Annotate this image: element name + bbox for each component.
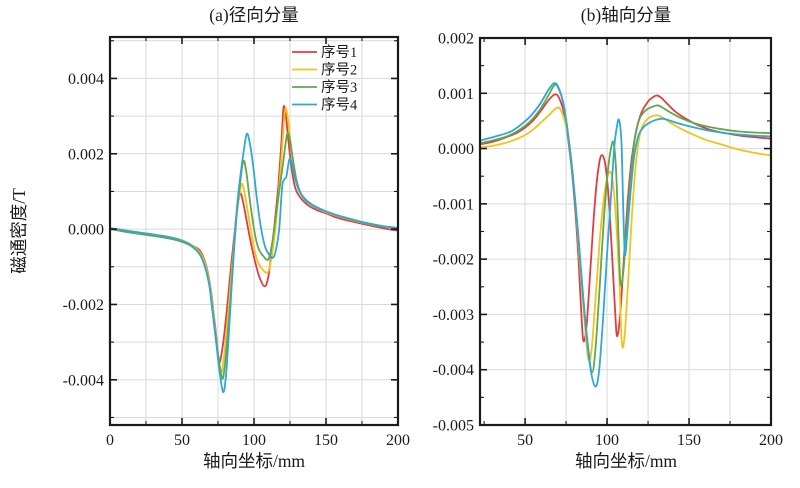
x-tick-label: 150 [677, 432, 701, 449]
x-tick-label: 200 [386, 432, 410, 449]
y-tick-label: -0.002 [433, 252, 474, 269]
x-tick-label: 200 [759, 432, 783, 449]
legend-label-3: 序号3 [321, 79, 357, 96]
y-tick-label: -0.001 [433, 196, 474, 213]
y-tick-label: -0.004 [433, 362, 474, 379]
x-tick-label: 50 [174, 432, 190, 449]
series-line-2 [480, 106, 771, 362]
y-tick-label: -0.002 [63, 297, 104, 314]
left-plot-y-axis-title: 磁通密度/T [9, 188, 29, 274]
legend-label-1: 序号1 [321, 44, 357, 61]
left-plot-x-axis-title: 轴向坐标/mm [203, 451, 305, 471]
plot-frame [108, 35, 400, 427]
y-tick-label: -0.004 [63, 372, 104, 389]
x-tick-label: 100 [242, 432, 266, 449]
x-tick-label: 100 [595, 432, 619, 449]
series-group [480, 82, 771, 388]
y-tick-label: 0.001 [438, 86, 474, 103]
x-tick-label: 150 [314, 432, 338, 449]
left-plot-title: (a)径向分量 [209, 5, 298, 25]
series-group [110, 105, 398, 394]
y-tick-label: 0.000 [438, 141, 474, 158]
y-tick-label: 0.002 [68, 146, 104, 163]
right-plot-title: (b)轴向分量 [581, 5, 671, 25]
x-tick-label: 0 [106, 432, 114, 449]
series-line-4 [110, 132, 398, 394]
series-line-4 [480, 82, 771, 388]
y-tick-label: -0.003 [433, 307, 474, 324]
x-tick-label: 50 [517, 432, 533, 449]
y-tick-label: -0.005 [433, 418, 474, 435]
legend-label-4: 序号4 [321, 97, 358, 114]
y-tick-label: 0.002 [438, 31, 474, 48]
series-line-1 [480, 93, 771, 343]
left-plot: 0 50 100 150 200 -0.004 -0.002 0.000 0.002 0.004 序… [63, 35, 410, 449]
legend-label-2: 序号2 [321, 62, 357, 79]
y-tick-label: 0.004 [68, 71, 104, 88]
right-plot: 50 100 150 200 -0.005 -0.004 -0.003 -0.002 -0.00… [433, 31, 783, 450]
panel-layers: 0 50 100 150 200 -0.004 -0.002 0.000 0.002 0.004 序… [63, 31, 783, 450]
plot-frame [478, 36, 773, 427]
y-tick-label: 0.000 [68, 222, 104, 239]
right-plot-x-axis-title: 轴向坐标/mm [575, 451, 677, 471]
